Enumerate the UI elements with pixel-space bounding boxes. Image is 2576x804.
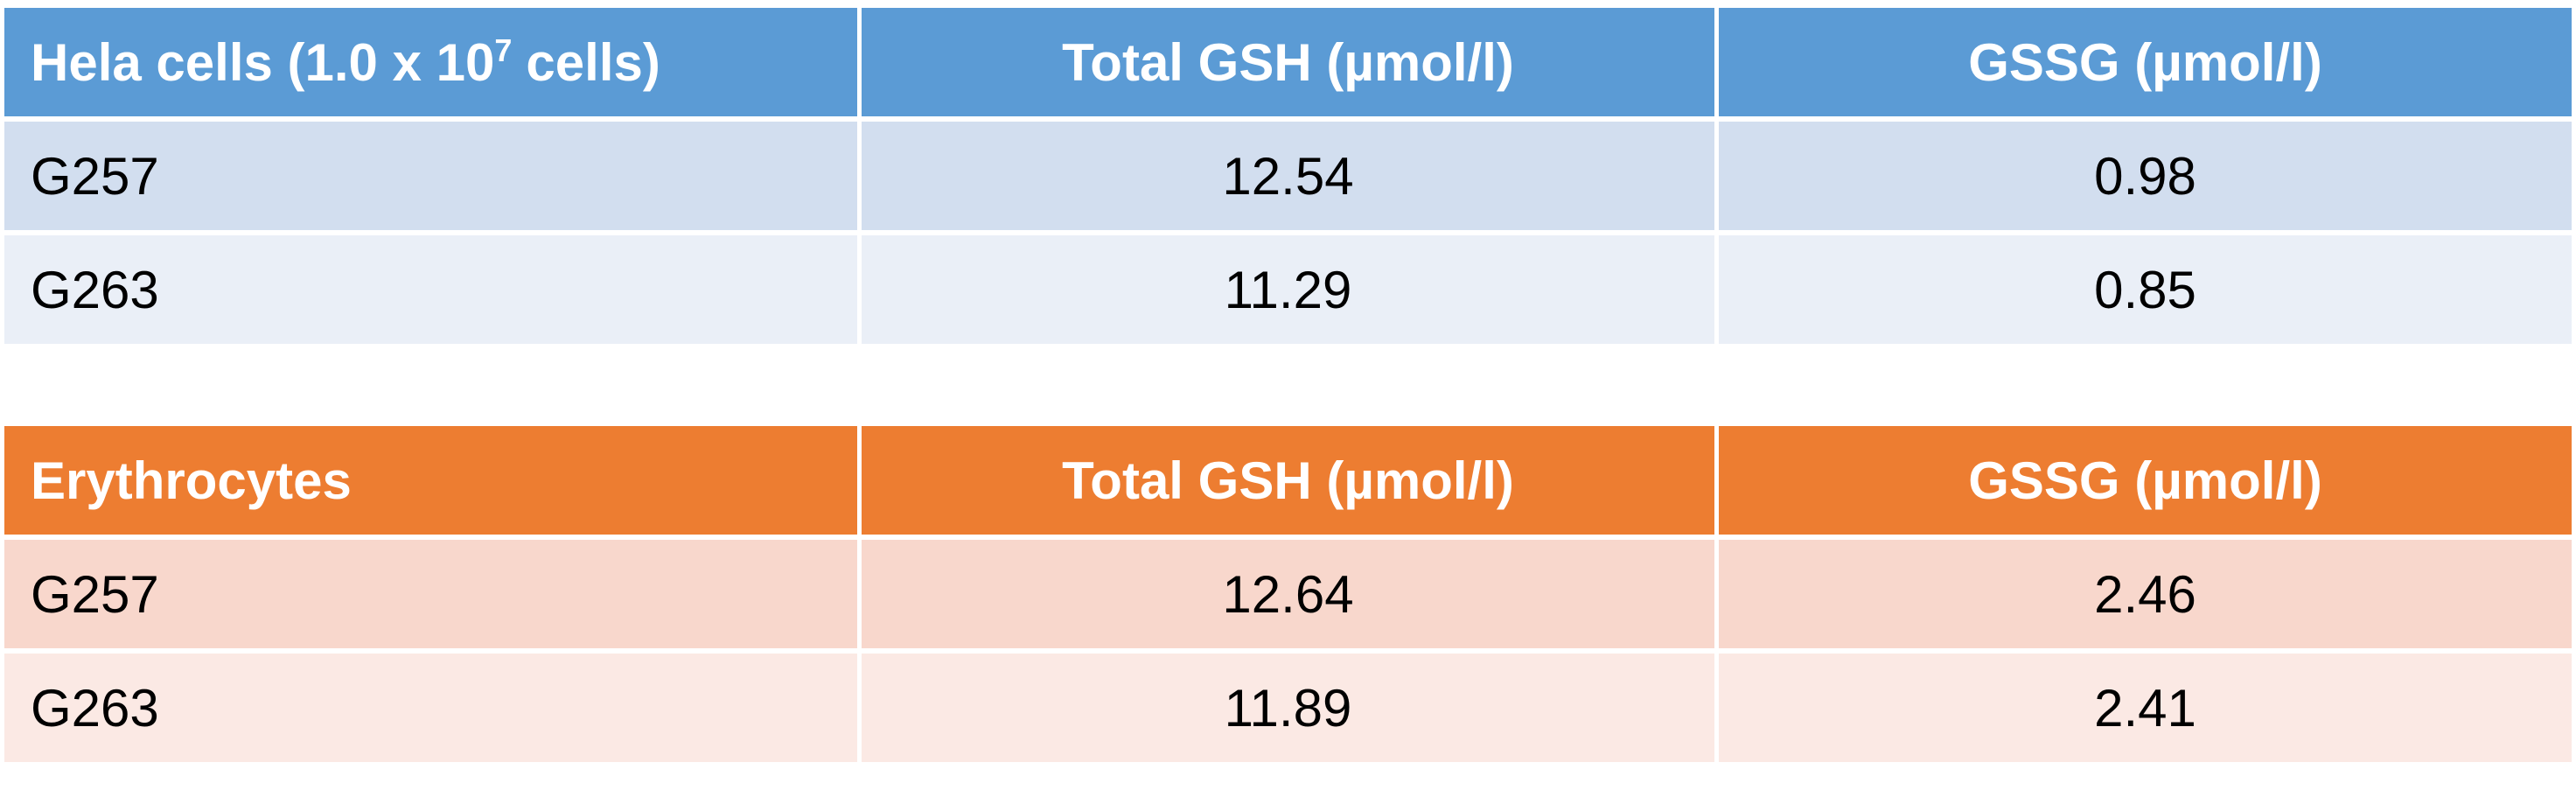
- header-text: Hela cells (1.0 x 10: [31, 32, 495, 92]
- superscript: 7: [494, 31, 513, 68]
- cell: G263: [4, 235, 857, 344]
- row: G263 11.29 0.85: [4, 235, 2572, 344]
- row: G263 11.89 2.41: [4, 654, 2572, 762]
- cell: G263: [4, 654, 857, 762]
- cell: G257: [4, 540, 857, 648]
- erythrocytes-table: Erythrocytes Total GSH (µmol/l) GSSG (µm…: [0, 421, 2576, 767]
- row: G257 12.54 0.98: [4, 122, 2572, 230]
- header-row: Erythrocytes Total GSH (µmol/l) GSSG (µm…: [4, 426, 2572, 535]
- cell: 2.41: [1719, 654, 2572, 762]
- cell: 12.54: [862, 122, 1714, 230]
- hela-table: Hela cells (1.0 x 107 cells) Total GSH (µ…: [0, 3, 2576, 349]
- header-cell: Hela cells (1.0 x 107 cells): [4, 8, 857, 116]
- cell: 11.89: [862, 654, 1714, 762]
- cell: 2.46: [1719, 540, 2572, 648]
- cell: 0.98: [1719, 122, 2572, 230]
- header-cell: Total GSH (µmol/l): [862, 426, 1714, 535]
- header-text: cells): [526, 32, 660, 92]
- cell: 12.64: [862, 540, 1714, 648]
- header-cell: Erythrocytes: [4, 426, 857, 535]
- header-row: Hela cells (1.0 x 107 cells) Total GSH (µ…: [4, 8, 2572, 116]
- header-cell: Total GSH (µmol/l): [862, 8, 1714, 116]
- cell: 11.29: [862, 235, 1714, 344]
- cell: G257: [4, 122, 857, 230]
- header-cell: GSSG (µmol/l): [1719, 8, 2572, 116]
- cell: 0.85: [1719, 235, 2572, 344]
- header-cell: GSSG (µmol/l): [1719, 426, 2572, 535]
- row: G257 12.64 2.46: [4, 540, 2572, 648]
